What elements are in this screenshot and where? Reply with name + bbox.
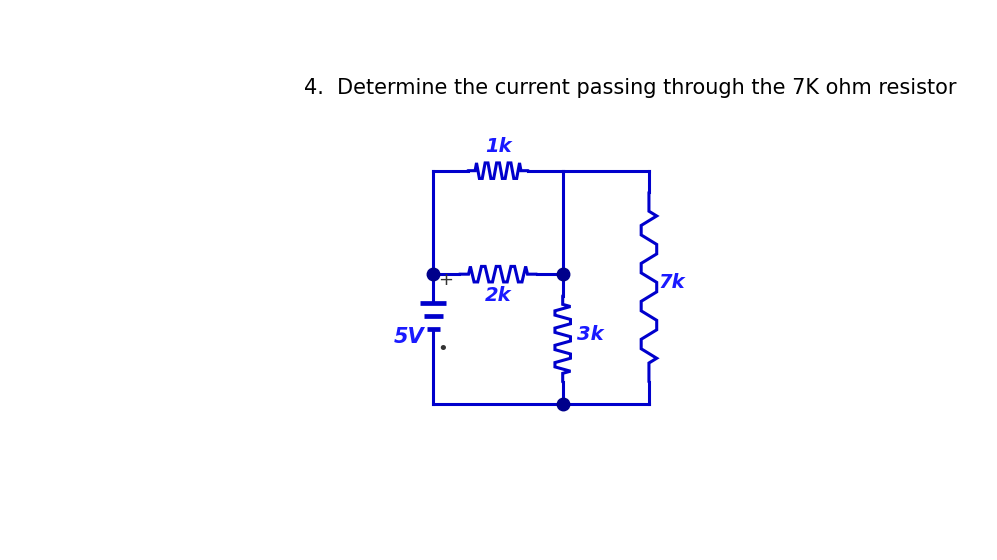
Text: 3k: 3k	[576, 325, 603, 344]
Text: 5V: 5V	[393, 326, 424, 347]
Text: 2k: 2k	[485, 286, 511, 305]
Text: +: +	[439, 271, 454, 289]
Text: 4.  Determine the current passing through the 7K ohm resistor: 4. Determine the current passing through…	[304, 78, 956, 98]
Text: •: •	[438, 340, 449, 358]
Text: 7k: 7k	[658, 273, 685, 292]
Text: 1k: 1k	[485, 137, 511, 156]
